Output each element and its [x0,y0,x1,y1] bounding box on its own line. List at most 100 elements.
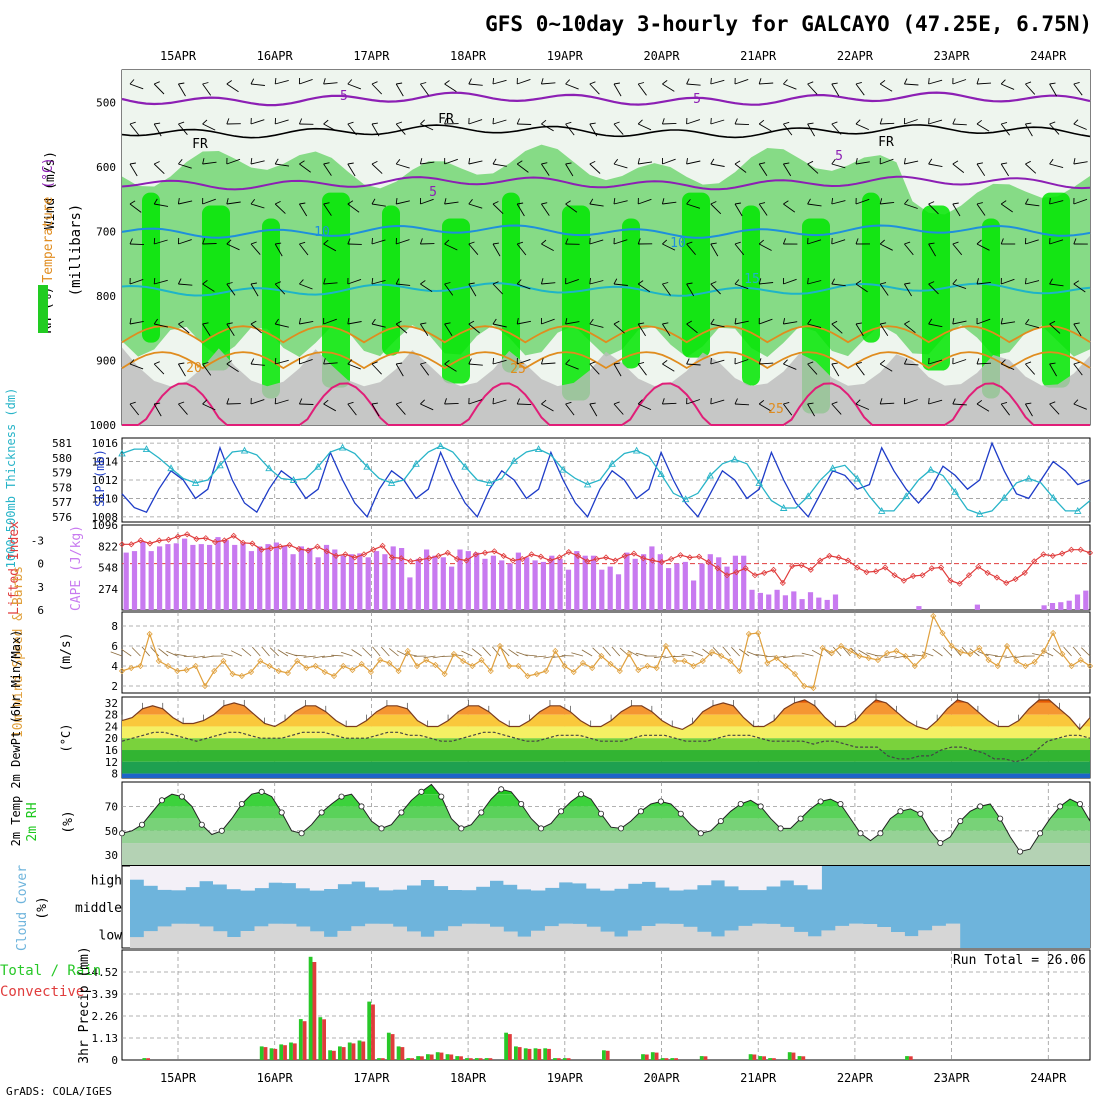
temperature-contour [121,282,1091,297]
cloud-low-gap [724,930,739,948]
wind-barb [734,203,743,217]
cloud-low-gap [572,923,587,948]
wind-barb [347,278,362,285]
wind-barb-flag [1025,361,1032,365]
wind-barb [758,123,772,132]
thickness-series-marker [191,479,200,486]
wind-barb-flag [758,78,762,85]
thickness-ytick-label: 576 [52,511,72,524]
rh2m-color-band [122,784,1090,795]
precip-convective-bar [703,1056,708,1060]
wind-barb-flag [879,359,886,365]
precip-total-bar [318,1017,323,1060]
wind10m-barb [441,655,454,657]
cape-bar [265,544,271,610]
wind-barb [1001,363,1015,371]
wind-barb [129,278,144,285]
precip-convective-bar [537,1048,542,1060]
lifted-index-marker [612,557,619,564]
wind10m-barb [372,646,381,657]
wind-barb [129,320,144,325]
cloud-low-gap [226,937,242,948]
wind-barb-flag [468,358,472,365]
wind-barb [178,403,188,415]
wind10m-barb [389,648,399,657]
cape-bar [365,557,371,610]
wind10m-marker [930,612,937,620]
wind-barb [396,283,411,286]
rh2m-label: 2m RH [25,802,40,841]
precip-convective-bar [322,1019,326,1060]
wind-barb-flag [758,358,762,365]
precip-ytick-label: 3.39 [92,988,119,1001]
wind-barb-flag [928,158,933,165]
wind-barb [662,283,671,296]
wind-barb [976,163,986,176]
rh2m-marker [977,803,984,810]
thickness-series-marker [240,446,249,454]
thickness-series-marker [902,492,910,500]
precip-convective-bar [400,1047,405,1060]
wind-barb-flag [1073,399,1079,405]
wind-barb [1049,163,1064,169]
wind-barb [347,403,357,416]
cape-bar [674,563,680,610]
lifted-index-marker [491,548,498,555]
wind-barb [129,163,138,177]
rh2m-marker [797,815,804,822]
wind-barb [468,119,483,125]
wind-barb-flag [855,81,862,85]
date-label-top: 21APR [740,49,777,63]
temperature-contour-hot [122,382,1090,426]
wind-barb [783,203,796,213]
lifted-index-marker [1021,569,1028,576]
wind-barb-flag [395,159,401,165]
cloud-high-gap [489,866,504,881]
wind-barb [275,163,290,167]
cape-bar [323,544,330,610]
wind-barb [686,243,696,255]
precip-ytick-label: 0 [111,1054,118,1067]
wind-barb-flag [734,398,738,405]
precip-convective-bar [459,1056,463,1060]
cloud-low-gap [558,923,573,948]
precip-convective-bar [429,1054,434,1060]
wind10m-barb [1032,653,1044,657]
lifted-index-marker [202,535,209,542]
thickness-series-marker [1000,493,1008,501]
wind-barb [299,283,313,290]
lifted-index-marker [435,552,442,559]
temp2m-line [121,699,1091,731]
wind-barb-flag [783,359,788,365]
wind-barb-flag [831,121,838,125]
wind-barb [444,283,454,296]
wind10m-marker [1050,629,1057,637]
rh2m-marker [278,809,285,816]
panel-frame-precip [121,949,1091,1061]
cloud-high-gap [213,866,228,885]
rh2m-ytick-label: 50 [105,825,118,838]
wind10m-marker [625,650,633,658]
wind-barb [855,83,865,96]
precip-total-bar [396,1046,401,1060]
cloud-low-gap [392,926,407,948]
wind-barb [347,321,362,325]
wind-barb [831,363,840,377]
wind-barb [323,403,337,412]
wind-barb-flag [1000,200,1007,205]
cape-bar [582,555,588,610]
lifted-index-marker [370,546,377,553]
wind-barb [662,83,675,92]
cape-bar [273,542,279,610]
thickness-series-marker [485,479,494,486]
wind-barb [928,243,936,257]
wind-barb [347,203,360,213]
lifted-index-marker [1059,550,1066,557]
precip-total-bar [347,1042,352,1060]
precip-total-bar [523,1048,528,1060]
cloud-high-gap [185,866,200,888]
wind-barb-flag [831,158,836,165]
wind10m-barb [842,646,851,657]
wind-barb-flag [1073,322,1080,325]
wind-barb-flag [879,398,883,405]
